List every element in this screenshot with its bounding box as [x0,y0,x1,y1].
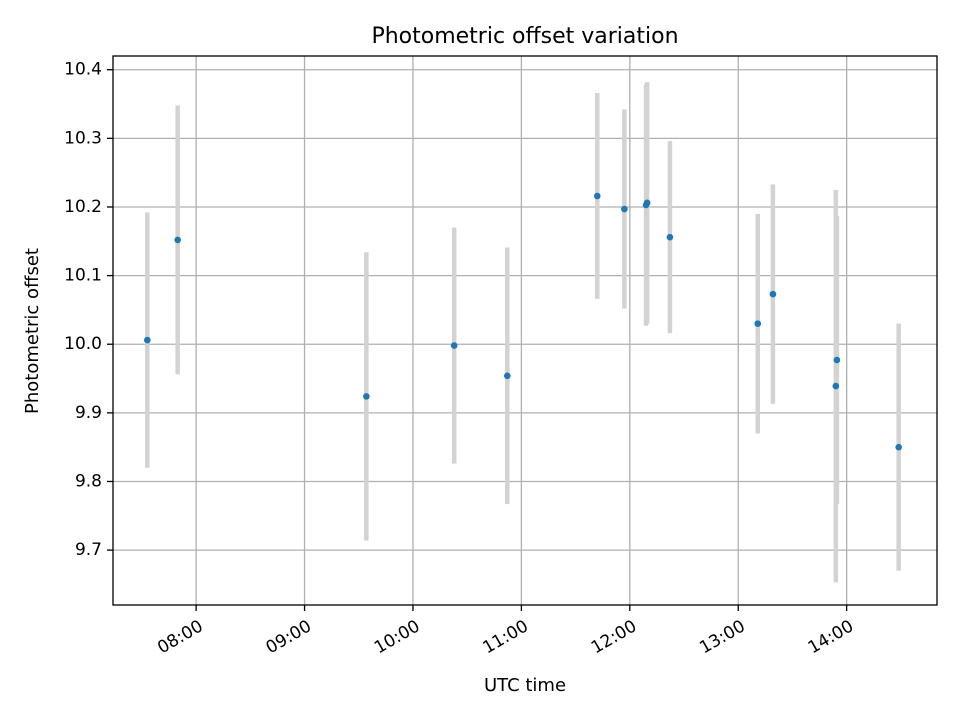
data-point [833,356,841,364]
grid [113,56,937,605]
plot-area [113,56,937,605]
y-tick-label: 10.0 [64,334,102,354]
data-point [832,382,840,390]
data-points [144,192,902,451]
data-point [174,236,181,244]
y-tick-label: 10.1 [64,266,102,286]
y-tick-label: 10.2 [64,197,102,217]
x-axis-label: UTC time [484,675,566,696]
data-point [643,199,651,207]
y-tick-label: 10.3 [64,128,102,148]
y-tick-label: 9.7 [75,540,102,560]
data-point [754,320,762,327]
data-point [144,336,151,344]
data-point [363,393,370,400]
data-point [769,290,777,298]
data-point [895,443,902,451]
y-tick-label: 9.8 [75,471,102,491]
y-tick-label: 10.4 [64,60,102,80]
plot-frame [112,55,938,606]
y-axis-label: Photometric offset [22,248,43,414]
chart-title: Photometric offset variation [371,24,678,49]
data-point [503,372,511,380]
y-tick-label: 9.9 [75,403,102,423]
data-point [450,342,458,349]
y-ticks: 9.7 9.8 9.9 10.0 10.1 10.2 10.3 10.4 [64,60,113,560]
data-point [593,192,601,200]
data-point [621,205,628,213]
data-point [666,233,674,241]
